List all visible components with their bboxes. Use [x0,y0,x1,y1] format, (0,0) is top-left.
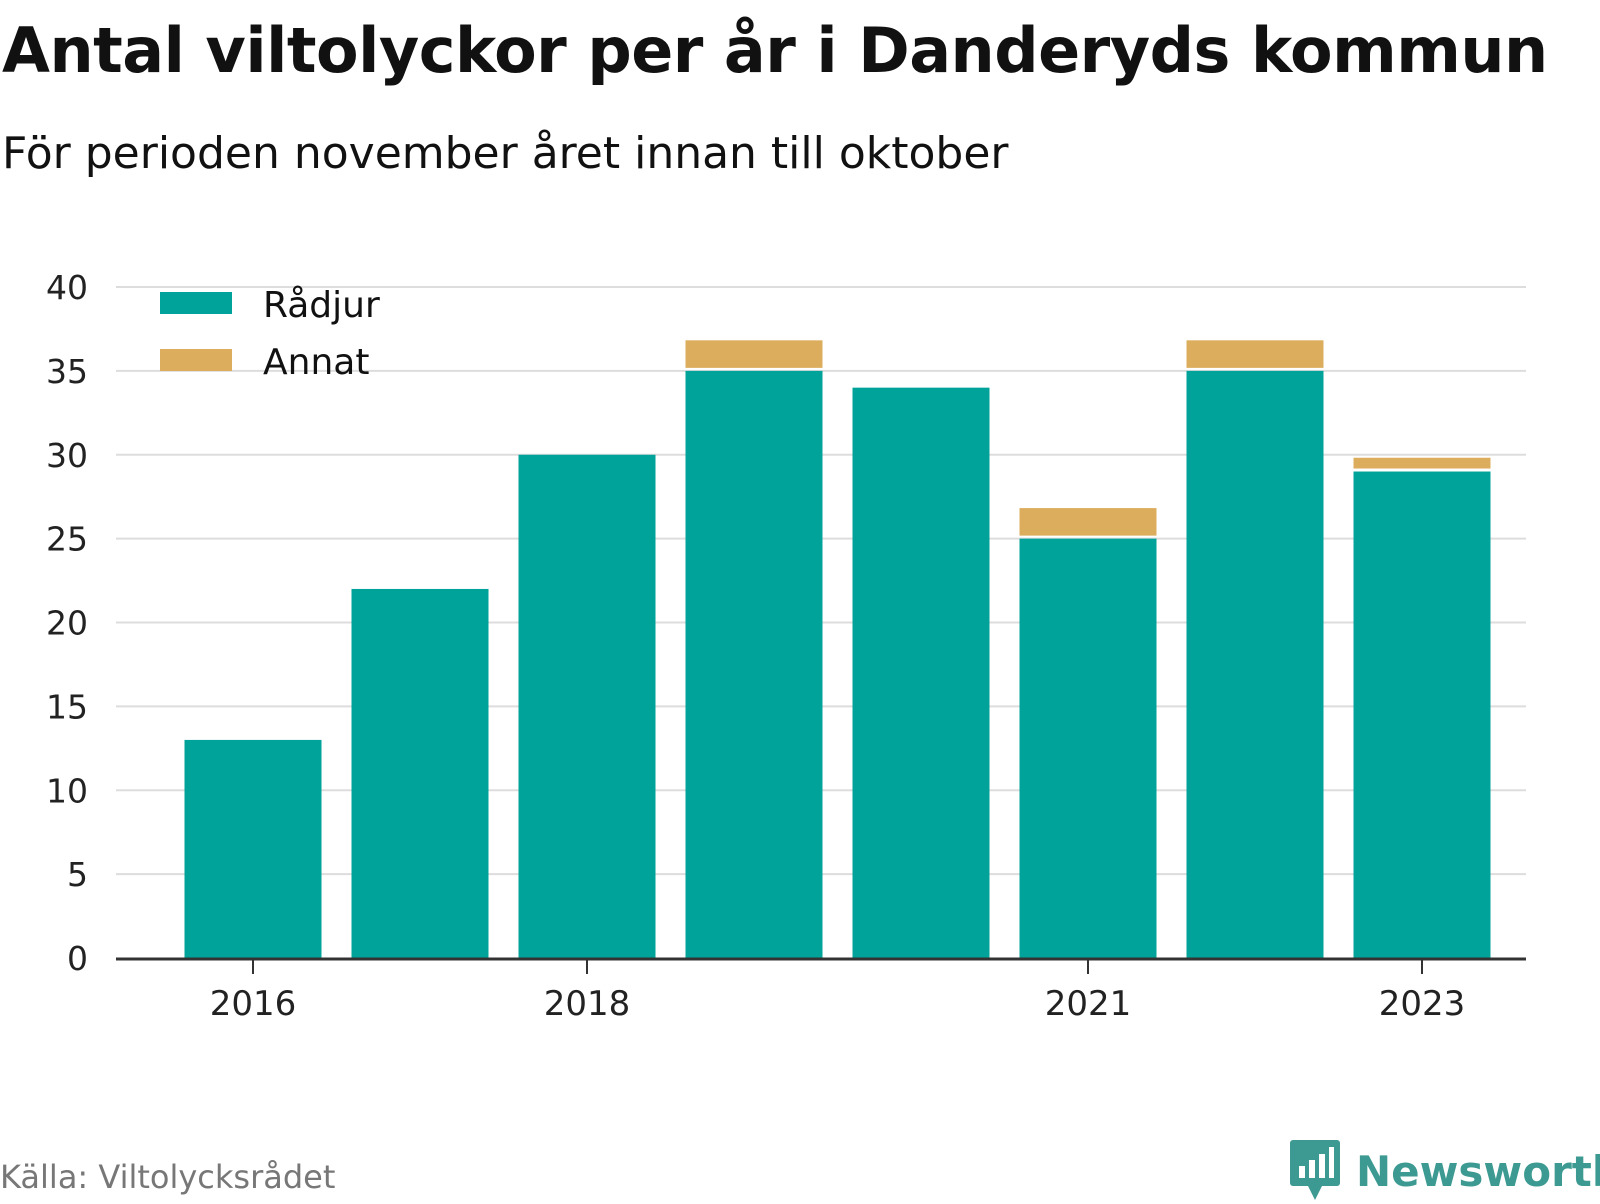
chart-subtitle: För perioden november året innan till ok… [2,128,1009,179]
bar-r-djur-2020 [852,387,990,958]
chart-title: Antal viltolyckor per år i Danderyds kom… [2,14,1548,87]
bar-annat-2022 [1186,340,1324,368]
y-tick-label: 30 [46,436,88,475]
legend-label: Rådjur [263,285,380,326]
bar-r-djur-2022 [1186,370,1324,958]
brand-logo: Newsworthy [1290,1138,1600,1204]
bar-r-djur-2021 [1019,538,1157,958]
y-tick-label: 20 [46,604,88,643]
legend-label: Annat [263,342,369,383]
bar-chart-speech-bubble-icon [1290,1140,1340,1200]
y-tick-label: 25 [46,520,88,559]
y-tick-label: 5 [67,855,88,894]
bar-annat-2023 [1353,457,1491,469]
y-tick-label: 35 [46,352,88,391]
bar-r-djur-2016 [184,739,322,958]
y-tick-label: 40 [46,268,88,307]
bar-r-djur-2018 [518,454,656,958]
bar-r-djur-2017 [351,588,489,958]
y-tick-label: 0 [67,939,88,978]
bar-annat-2019 [685,340,823,368]
chart-plot: 0 5 10 15 20 25 30 35 40 2016 2018 2021 2023 Rådjur A… [46,268,1526,1024]
source-note: Källa: Viltolycksrådet [0,1158,336,1196]
y-tick-label: 10 [46,771,88,810]
legend-swatch [160,292,232,314]
bar-r-djur-2023 [1353,471,1491,958]
bar-annat-2021 [1019,508,1157,536]
x-tick-label: 2018 [544,984,631,1024]
brand-name: Newsworthy [1356,1146,1600,1196]
x-tick-label: 2023 [1379,984,1466,1024]
legend-swatch [160,349,232,371]
y-tick-label: 15 [46,687,88,726]
bar-r-djur-2019 [685,370,823,958]
x-tick-label: 2016 [210,984,297,1024]
x-tick-label: 2021 [1045,984,1132,1024]
